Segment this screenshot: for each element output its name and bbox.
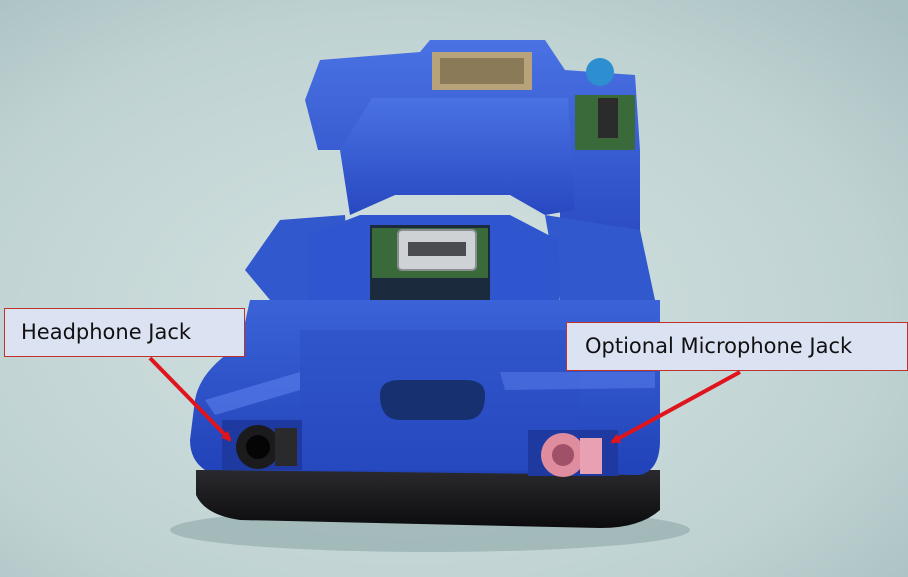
right-shoulder [545, 215, 655, 300]
center-slot [380, 380, 485, 420]
headphone-arrow [148, 356, 232, 442]
headphone-jack [222, 420, 302, 470]
sd-card [440, 58, 524, 84]
raised-block [340, 98, 575, 215]
microphone-jack-label: Optional Microphone Jack [566, 322, 908, 371]
pcb-component [598, 98, 618, 138]
pcb-capacitor [586, 58, 614, 86]
rear-enclosure [305, 40, 640, 255]
microphone-jack [528, 430, 618, 477]
right-highlight [500, 372, 655, 390]
micro-usb-inner [408, 242, 466, 256]
headphone-jack-label: Headphone Jack [4, 308, 245, 357]
microphone-arrow [610, 370, 741, 444]
black-base [196, 470, 660, 528]
left-highlight [205, 372, 300, 415]
